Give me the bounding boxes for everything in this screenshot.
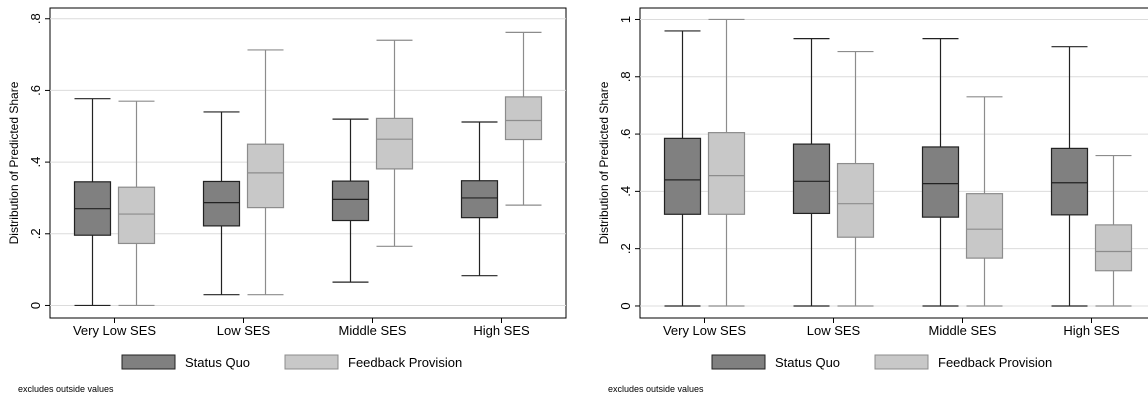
legend-swatch — [711, 354, 766, 370]
legend-swatch — [121, 354, 176, 370]
x-tick-label: Middle SES — [339, 323, 407, 338]
y-tick-label: 1 — [618, 16, 633, 23]
y-tick-label: 0 — [28, 302, 43, 309]
legend-label: Status Quo — [775, 355, 840, 370]
box — [836, 162, 875, 238]
y-tick-label: 0 — [618, 302, 633, 309]
box — [460, 180, 499, 219]
x-tick-label: Very Low SES — [73, 323, 156, 338]
box — [246, 143, 285, 209]
plot-frame — [639, 7, 1148, 319]
x-tick-label: High SES — [1063, 323, 1120, 338]
y-tick-label: .4 — [28, 157, 43, 168]
box — [504, 96, 543, 141]
y-axis-label: Distribution of Predicted Share — [7, 81, 21, 244]
x-tick-label: Low SES — [217, 323, 271, 338]
y-tick-label: .2 — [28, 228, 43, 239]
box — [792, 143, 831, 215]
note: excludes outside values — [608, 384, 704, 394]
legend-label: Feedback Provision — [938, 355, 1052, 370]
y-tick-label: .2 — [618, 243, 633, 254]
x-tick-label: Middle SES — [929, 323, 997, 338]
box — [707, 132, 746, 215]
box — [663, 137, 702, 215]
y-tick-label: .4 — [618, 186, 633, 197]
legend-swatch — [284, 354, 339, 370]
legend-swatch — [874, 354, 929, 370]
x-tick-label: Low SES — [807, 323, 861, 338]
box — [117, 186, 156, 245]
legend-label: Feedback Provision — [348, 355, 462, 370]
y-tick-label: .8 — [618, 71, 633, 82]
box — [1050, 147, 1089, 216]
box — [965, 193, 1004, 259]
y-tick-label: .6 — [28, 85, 43, 96]
box — [331, 180, 370, 222]
plot-frame — [49, 7, 567, 319]
box — [921, 146, 960, 218]
box — [1094, 224, 1133, 272]
x-tick-label: High SES — [473, 323, 530, 338]
note: excludes outside values — [18, 384, 114, 394]
y-tick-label: .6 — [618, 129, 633, 140]
box — [202, 180, 241, 227]
box — [375, 117, 414, 170]
y-axis-label: Distribution of Predicted Share — [597, 81, 611, 244]
x-tick-label: Very Low SES — [663, 323, 746, 338]
legend-label: Status Quo — [185, 355, 250, 370]
y-tick-label: .8 — [28, 13, 43, 24]
